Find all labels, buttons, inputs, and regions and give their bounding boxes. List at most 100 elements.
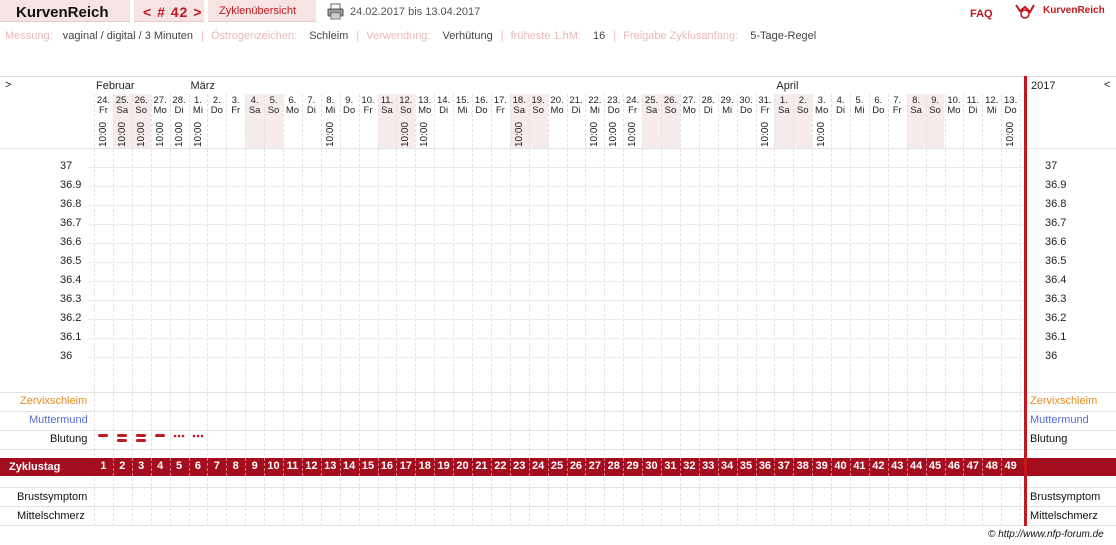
brand-tab[interactable]: KurvenReich bbox=[0, 0, 130, 22]
cycle-day-number: 19 bbox=[437, 460, 450, 472]
day-weekday: Do bbox=[607, 105, 620, 116]
day-date: 29. bbox=[720, 95, 734, 106]
day-date: 21. bbox=[569, 95, 583, 106]
measurement-time: 10:00 bbox=[192, 121, 204, 147]
day-date: 10. bbox=[361, 95, 375, 106]
cycle-day-divider bbox=[150, 458, 152, 476]
cycle-day-number: 3 bbox=[138, 460, 145, 472]
day-grid-line bbox=[774, 94, 776, 526]
temp-gridline bbox=[88, 167, 1024, 168]
messung-label: Messung: bbox=[5, 30, 53, 42]
measurement-time: 10:00 bbox=[400, 121, 412, 147]
day-weekday: Di bbox=[968, 105, 978, 116]
weekend-column bbox=[793, 94, 813, 148]
day-date: 24. bbox=[96, 95, 111, 106]
mittel-label-right: Mittelschmerz bbox=[1030, 510, 1098, 522]
verwendung-value: Verhütung bbox=[442, 30, 493, 42]
day-date: 14. bbox=[437, 95, 451, 106]
temp-tick-label-right: 37 bbox=[1045, 160, 1058, 172]
day-date: 1. bbox=[193, 95, 202, 106]
day-grid-line bbox=[925, 94, 927, 526]
day-grid-line bbox=[169, 94, 171, 526]
cycle-day-divider bbox=[623, 458, 625, 476]
day-weekday: Fr bbox=[628, 105, 638, 116]
day-grid-line bbox=[112, 94, 114, 526]
month-label: April bbox=[776, 80, 799, 92]
cycle-day-number: 15 bbox=[361, 460, 375, 472]
cycle-navigation[interactable]: < # 42 > bbox=[134, 0, 204, 22]
day-weekday: Mi bbox=[589, 105, 600, 116]
settings-summary: Messung: vaginal / digital / 3 Minuten | … bbox=[5, 30, 817, 42]
weekend-column bbox=[377, 94, 397, 148]
temp-tick-label-right: 36.1 bbox=[1045, 331, 1067, 343]
cycle-day-number: 4 bbox=[157, 460, 164, 472]
day-grid-line bbox=[1001, 94, 1003, 526]
faq-link[interactable]: FAQ bbox=[970, 8, 993, 20]
cycle-day-number: 37 bbox=[777, 460, 790, 472]
cycle-day-number: 24 bbox=[532, 460, 545, 472]
day-weekday: Sa bbox=[513, 105, 526, 116]
day-weekday: Sa bbox=[248, 105, 261, 116]
day-grid-line bbox=[736, 94, 738, 526]
day-grid-line bbox=[944, 94, 946, 526]
day-date: 11. bbox=[380, 95, 394, 106]
cycle-overview-tab[interactable]: Zyklenübersicht bbox=[208, 0, 316, 22]
cycle-day-divider bbox=[490, 458, 492, 476]
temp-gridline bbox=[88, 357, 1024, 358]
measurement-time: 10:00 bbox=[589, 121, 601, 147]
weekend-column bbox=[642, 94, 661, 148]
day-weekday: Fr bbox=[231, 105, 241, 116]
cycle-day-number: 44 bbox=[910, 460, 923, 472]
cycle-day-number: 17 bbox=[399, 460, 412, 472]
day-weekday: Sa bbox=[778, 105, 790, 116]
day-grid-line bbox=[434, 94, 436, 526]
cycle-day-number: 1 bbox=[100, 460, 107, 472]
scroll-right-button[interactable]: < bbox=[1104, 79, 1111, 91]
frueheste-label: früheste 1.hM: bbox=[510, 30, 581, 42]
cycle-day-divider bbox=[112, 458, 114, 476]
day-weekday: Di bbox=[571, 105, 581, 116]
cycle-day-divider bbox=[453, 458, 455, 476]
day-date: 17. bbox=[493, 95, 507, 106]
day-grid-line bbox=[698, 94, 700, 526]
bleeding-mark bbox=[116, 432, 128, 446]
day-weekday: Do bbox=[739, 105, 753, 116]
cycle-day-divider bbox=[377, 458, 379, 476]
weekend-column bbox=[528, 94, 548, 148]
cycle-day-number: 8 bbox=[232, 460, 239, 472]
scroll-left-button[interactable]: > bbox=[5, 79, 12, 91]
printer-icon[interactable] bbox=[327, 3, 344, 20]
cycle-number[interactable]: < # 42 > bbox=[143, 4, 203, 20]
measurement-time: 10:00 bbox=[419, 121, 431, 147]
cycle-day-divider bbox=[245, 458, 247, 476]
day-grid-line bbox=[283, 94, 284, 526]
cycle-day-divider bbox=[434, 458, 436, 476]
cycle-day-number: 41 bbox=[853, 460, 866, 472]
cycle-day-number: 10 bbox=[267, 460, 280, 472]
day-date: 1. bbox=[779, 95, 788, 106]
day-date: 26. bbox=[663, 95, 678, 106]
weekend-column bbox=[245, 94, 265, 148]
day-grid-line bbox=[94, 94, 95, 526]
measurement-time: 10:00 bbox=[173, 121, 185, 147]
day-date: 27. bbox=[153, 95, 167, 106]
cycle-day-divider bbox=[661, 458, 662, 476]
cycle-day-divider bbox=[358, 458, 360, 476]
header: KurvenReich < # 42 > Zyklenübersicht 24.… bbox=[0, 0, 1116, 24]
temp-tick-label: 36.2 bbox=[60, 312, 82, 324]
day-weekday: Di bbox=[703, 105, 713, 116]
day-weekday: Mo bbox=[153, 105, 167, 116]
month-label: März bbox=[190, 80, 215, 92]
row-divider bbox=[0, 449, 1116, 450]
cycle-day-divider bbox=[226, 458, 228, 476]
measurement-time: 10:00 bbox=[324, 121, 336, 147]
day-date: 4. bbox=[250, 95, 259, 106]
cycle-day-divider bbox=[169, 458, 171, 476]
cycle-day-number: 32 bbox=[683, 460, 696, 472]
zervix-label-right: Zervixschleim bbox=[1030, 395, 1098, 407]
day-date: 2. bbox=[212, 95, 221, 106]
day-date: 12. bbox=[985, 95, 999, 106]
temp-tick-label-right: 36 bbox=[1045, 350, 1058, 362]
day-weekday: So bbox=[135, 105, 148, 116]
day-date: 8. bbox=[912, 95, 921, 106]
